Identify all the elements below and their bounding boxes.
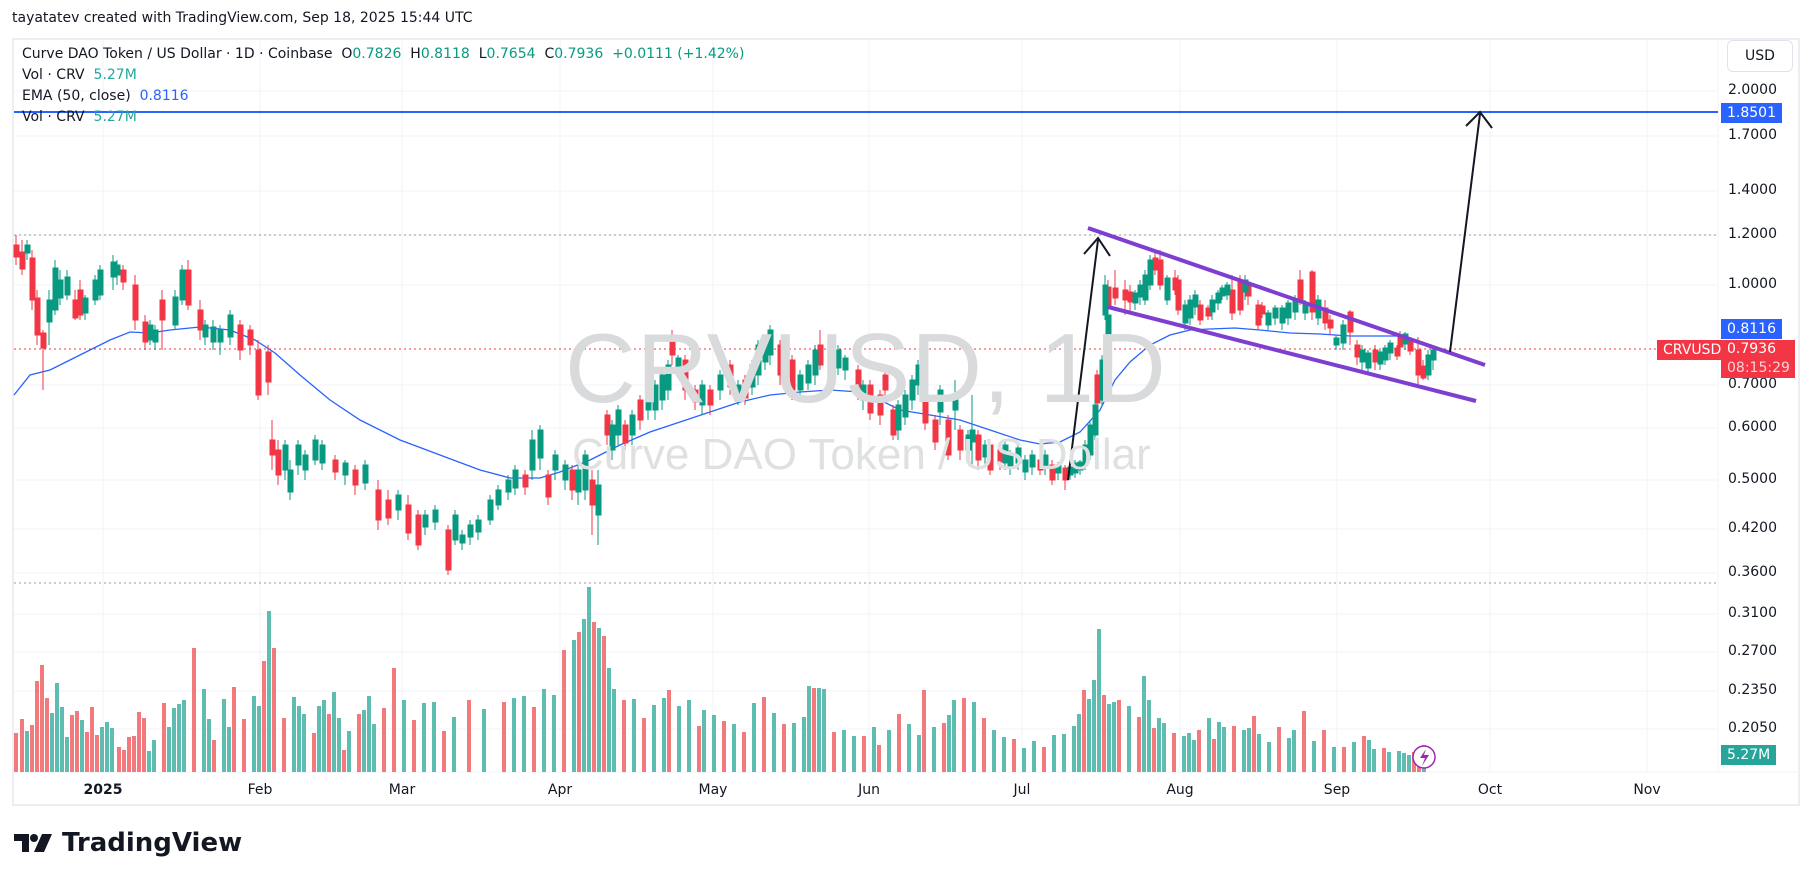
watermark-ticker: CRVUSD, 1D [565, 313, 1167, 423]
legend-ema-value: 0.8116 [139, 88, 189, 104]
last-price: 0.7936 [1727, 341, 1776, 357]
grid-vertical [102, 40, 1648, 772]
currency-button[interactable]: USD [1727, 40, 1793, 72]
flagpole-arrow[interactable] [1067, 236, 1111, 481]
legend-volume2-label: Vol · CRV [22, 109, 85, 125]
bar-countdown: 08:15:29 [1727, 360, 1790, 376]
time-label: Apr [547, 782, 573, 798]
channel-lower-line[interactable] [1107, 305, 1477, 403]
legend-high: 0.8118 [420, 46, 470, 62]
legend-c-label: C [544, 46, 555, 62]
price-tick: 0.4200 [1728, 520, 1777, 536]
legend-close: 0.7936 [554, 46, 604, 62]
price-candles [13, 235, 1437, 575]
volume-bars [14, 587, 1426, 772]
price-tick: 0.6000 [1728, 419, 1777, 435]
legend-volume-value: 5.27M [93, 67, 137, 83]
price-tick: 0.5000 [1728, 471, 1777, 487]
ema-price-tag: 0.8116 [1721, 319, 1782, 339]
price-tick: 2.0000 [1728, 82, 1777, 98]
legend-volume-label: Vol · CRV [22, 67, 85, 83]
time-label: Feb [247, 782, 273, 798]
time-label: Jun [858, 782, 880, 798]
volume-tick: 0.2350 [1728, 682, 1777, 698]
symbol-tag: CRVUSD [1657, 340, 1728, 360]
time-label: Sep [1323, 782, 1351, 798]
tradingview-logo-icon [14, 834, 52, 852]
tradingview-logo[interactable]: TradingView [14, 828, 242, 858]
price-tick: 1.4000 [1728, 182, 1777, 198]
watermark-name: Curve DAO Token / US Dollar [572, 430, 1151, 479]
channel-upper-line[interactable] [1087, 226, 1486, 367]
legend-ema-row[interactable]: EMA (50, close) 0.8116 [22, 86, 744, 107]
legend-low: 0.7654 [486, 46, 536, 62]
volume-tick: 0.3100 [1728, 605, 1777, 621]
chart-credit: tayatatev created with TradingView.com, … [12, 10, 473, 26]
legend-volume-row[interactable]: Vol · CRV 5.27M [22, 65, 744, 86]
legend-symbol: Curve DAO Token / US Dollar · 1D · Coinb… [22, 46, 333, 62]
time-label: Nov [1633, 782, 1661, 798]
legend-l-label: L [478, 46, 487, 62]
time-label: 2025 [83, 782, 123, 798]
time-label: Aug [1166, 782, 1194, 798]
time-label: May [698, 782, 728, 798]
legend-change: +0.0111 (+1.42%) [612, 46, 745, 62]
price-tick: 0.7000 [1728, 376, 1777, 392]
price-tick: 1.2000 [1728, 226, 1777, 242]
price-tick: 1.7000 [1728, 127, 1777, 143]
volume-tag: 5.27M [1721, 745, 1777, 765]
chart-legend: Curve DAO Token / US Dollar · 1D · Coinb… [22, 44, 744, 128]
tradingview-logo-text: TradingView [62, 828, 243, 858]
lightning-icon[interactable] [1412, 745, 1436, 769]
volume-tick: 0.2700 [1728, 643, 1777, 659]
price-tick: 1.0000 [1728, 276, 1777, 292]
legend-o-label: O [341, 46, 353, 62]
price-tick: 0.3600 [1728, 564, 1777, 580]
legend-ema-label: EMA (50, close) [22, 88, 131, 104]
time-label: Jul [1013, 782, 1031, 798]
legend-volume2-row[interactable]: Vol · CRV 5.27M [22, 107, 744, 128]
last-price-tag: 0.7936 08:15:29 [1721, 340, 1795, 378]
projection-arrow[interactable] [1449, 110, 1493, 353]
time-label: Oct [1477, 782, 1503, 798]
volume-tick: 0.2050 [1728, 720, 1777, 736]
legend-open: 0.7826 [352, 46, 402, 62]
time-label: Mar [388, 782, 416, 798]
chart-frame [12, 38, 1800, 806]
legend-symbol-row[interactable]: Curve DAO Token / US Dollar · 1D · Coinb… [22, 44, 744, 65]
target-price-tag: 1.8501 [1721, 103, 1782, 123]
legend-h-label: H [410, 46, 421, 62]
legend-volume2-value: 5.27M [93, 109, 137, 125]
